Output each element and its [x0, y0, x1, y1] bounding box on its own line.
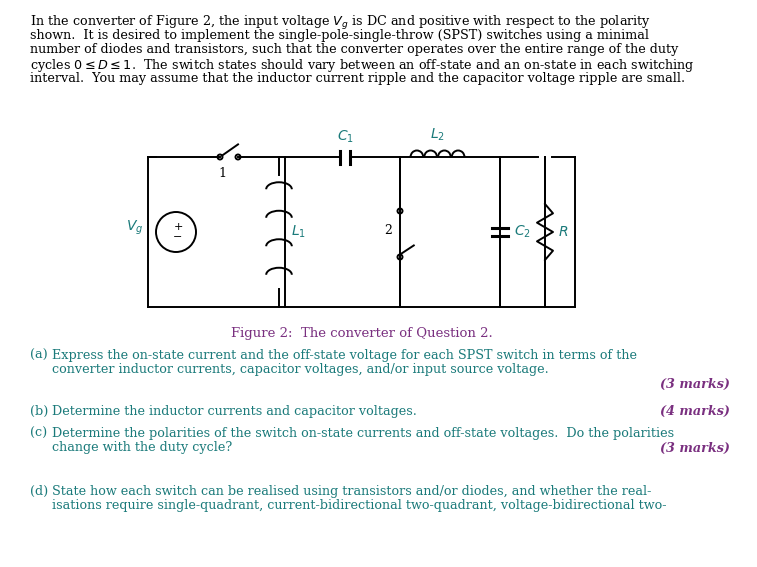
Text: (b): (b)	[30, 405, 48, 418]
Text: Express the on-state current and the off-state voltage for each SPST switch in t: Express the on-state current and the off…	[52, 349, 637, 362]
Text: (c): (c)	[30, 427, 47, 440]
Text: Determine the polarities of the switch on-state currents and off-state voltages.: Determine the polarities of the switch o…	[52, 427, 674, 440]
Text: $L_2$: $L_2$	[430, 126, 445, 143]
Text: isations require single-quadrant, current-bidirectional two-quadrant, voltage-bi: isations require single-quadrant, curren…	[52, 500, 666, 513]
Text: $R$: $R$	[558, 225, 569, 239]
Text: interval.  You may assume that the inductor current ripple and the capacitor vol: interval. You may assume that the induct…	[30, 72, 685, 85]
Text: (3 marks): (3 marks)	[660, 442, 730, 455]
Text: (4 marks): (4 marks)	[660, 405, 730, 418]
Text: $L_1$: $L_1$	[291, 224, 306, 240]
Text: In the converter of Figure 2, the input voltage $V_g$ is DC and positive with re: In the converter of Figure 2, the input …	[30, 14, 651, 32]
Text: (d): (d)	[30, 485, 48, 498]
Text: number of diodes and transistors, such that the converter operates over the enti: number of diodes and transistors, such t…	[30, 43, 678, 56]
Text: State how each switch can be realised using transistors and/or diodes, and wheth: State how each switch can be realised us…	[52, 485, 651, 498]
Text: $C_1$: $C_1$	[337, 128, 354, 145]
Text: $V_g$: $V_g$	[126, 219, 143, 237]
Text: converter inductor currents, capacitor voltages, and/or input source voltage.: converter inductor currents, capacitor v…	[52, 363, 549, 376]
Text: (a): (a)	[30, 349, 48, 362]
Text: change with the duty cycle?: change with the duty cycle?	[52, 442, 232, 455]
Text: +: +	[173, 222, 182, 232]
Text: Figure 2:  The converter of Question 2.: Figure 2: The converter of Question 2.	[231, 327, 492, 340]
Text: (3 marks): (3 marks)	[660, 378, 730, 391]
Text: 1: 1	[218, 167, 226, 180]
Text: $C_2$: $C_2$	[514, 224, 531, 240]
Text: shown.  It is desired to implement the single-pole-single-throw (SPST) switches : shown. It is desired to implement the si…	[30, 28, 649, 41]
Text: cycles $0 \leq D \leq 1$.  The switch states should vary between an off-state an: cycles $0 \leq D \leq 1$. The switch sta…	[30, 57, 695, 74]
Text: Determine the inductor currents and capacitor voltages.: Determine the inductor currents and capa…	[52, 405, 417, 418]
Text: −: −	[173, 232, 182, 242]
Text: 2: 2	[384, 223, 392, 236]
